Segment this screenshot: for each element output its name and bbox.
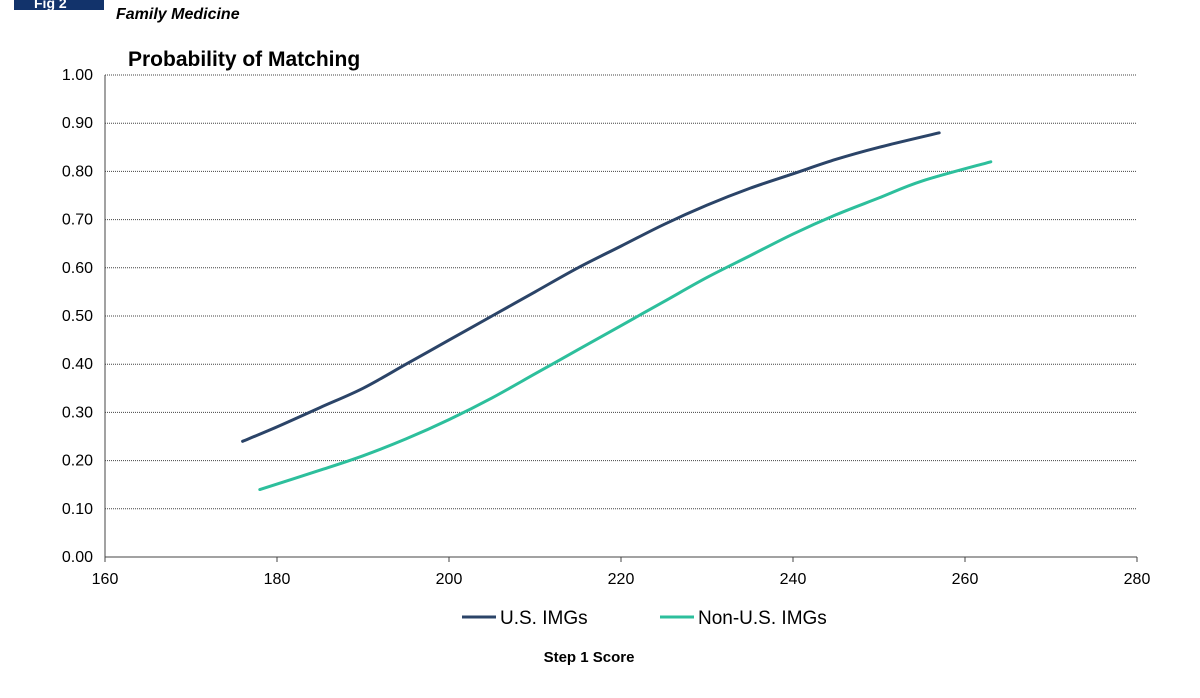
y-tick-label: 0.20 (62, 453, 93, 470)
x-tick-label: 220 (608, 571, 635, 588)
y-tick-label: 0.40 (62, 356, 93, 373)
series-line-us-imgs (241, 131, 941, 443)
figure-badge: Fig 2 (14, 0, 104, 10)
chart-title: Probability of Matching (128, 48, 361, 71)
x-tick-label: 260 (952, 571, 979, 588)
y-tick-label: 0.00 (62, 549, 93, 566)
x-axis-title: Step 1 Score (544, 649, 635, 666)
y-tick-label: 0.30 (62, 404, 93, 421)
series-lines (241, 131, 993, 492)
x-tick-label: 200 (436, 571, 463, 588)
x-tick-label: 280 (1124, 571, 1151, 588)
y-tick-label: 0.60 (62, 260, 93, 277)
y-tick-label: 0.90 (62, 115, 93, 132)
legend-label: U.S. IMGs (500, 608, 588, 629)
legend-label: Non-U.S. IMGs (698, 608, 827, 629)
specialty-title: Family Medicine (116, 6, 240, 23)
x-tick-label: 180 (264, 571, 291, 588)
y-tick-label: 0.10 (62, 501, 93, 518)
legend: U.S. IMGs Non-U.S. IMGs (462, 608, 827, 629)
y-tick-label: 0.70 (62, 212, 93, 229)
x-tick-label: 240 (780, 571, 807, 588)
x-tick-label: 160 (92, 571, 119, 588)
y-tick-label: 1.00 (62, 67, 93, 84)
gridlines (104, 74, 1137, 558)
y-tick-label: 0.80 (62, 163, 93, 180)
x-tick-labels: 160 180 200 220 240 260 280 (92, 557, 1151, 588)
series-line-non-us-imgs (258, 160, 993, 492)
y-tick-labels: 0.00 0.10 0.20 0.30 0.40 0.50 0.60 0.70 0.80 0.90… (62, 67, 93, 566)
y-tick-label: 0.50 (62, 308, 93, 325)
